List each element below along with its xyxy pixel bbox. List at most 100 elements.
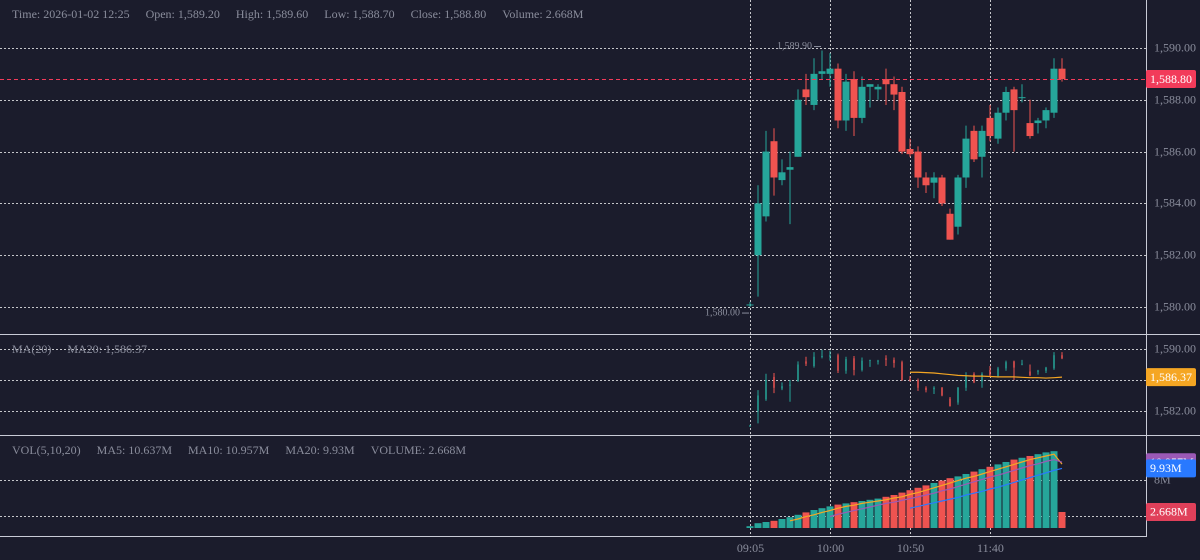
candle-body bbox=[874, 86, 882, 90]
y-tick-label: 1,582.00 bbox=[1154, 403, 1196, 417]
candle-body bbox=[826, 68, 834, 74]
overview-candle-body bbox=[925, 387, 927, 391]
overview-candle-body bbox=[1037, 370, 1039, 372]
volume-bar bbox=[802, 512, 810, 528]
volume-bar bbox=[842, 503, 850, 528]
overview-candle-body bbox=[981, 373, 983, 382]
header-field: Close: 1,588.80 bbox=[411, 7, 487, 21]
annotation-label: 1,580.00 bbox=[705, 307, 740, 318]
candle-body bbox=[802, 89, 810, 98]
overview-candle-body bbox=[765, 380, 767, 400]
overview-candle-body bbox=[965, 376, 967, 388]
candle-body bbox=[842, 81, 850, 121]
candle-body bbox=[930, 177, 938, 183]
overview-candle-body bbox=[949, 398, 951, 407]
volume-bar bbox=[954, 476, 962, 528]
candle-body bbox=[1002, 91, 1010, 113]
candle-body bbox=[834, 68, 842, 121]
candle-body bbox=[818, 71, 826, 74]
plot bbox=[0, 50, 1146, 528]
volume-bar bbox=[810, 509, 818, 528]
overview-candle-body bbox=[869, 359, 871, 361]
candle-body bbox=[746, 304, 754, 306]
volume-bar bbox=[986, 466, 994, 528]
y-tick-label: 1,580.00 bbox=[1154, 299, 1196, 313]
legend-entry: MA5: 10.637M bbox=[97, 443, 173, 457]
price-tag-label: 1,586.37 bbox=[1150, 370, 1192, 384]
overview-candle-body bbox=[1053, 355, 1055, 369]
candle-body bbox=[906, 148, 914, 155]
overview-candle-body bbox=[837, 355, 839, 371]
volume-bar bbox=[938, 480, 946, 528]
volume-bar bbox=[962, 473, 970, 528]
y-tick-label: 1,590.00 bbox=[1154, 40, 1196, 54]
x-tick-label: 11:40 bbox=[977, 541, 1004, 555]
candle-body bbox=[970, 130, 978, 160]
candle-body bbox=[1050, 68, 1058, 113]
price-tag-label: 1,588.80 bbox=[1150, 72, 1192, 86]
overview-candle-body bbox=[917, 380, 919, 388]
y-tick-label: 1,584.00 bbox=[1154, 195, 1196, 209]
volume-bar bbox=[922, 485, 930, 528]
volume-bar bbox=[1018, 457, 1026, 528]
volume-bar bbox=[778, 518, 786, 528]
candle-body bbox=[1018, 97, 1026, 99]
volume-bar bbox=[946, 478, 954, 528]
overview-candle-body bbox=[789, 384, 791, 386]
legend-entry: MA20: 1,586.37 bbox=[67, 342, 147, 356]
candle-body bbox=[962, 138, 970, 178]
overview-candle-body bbox=[781, 386, 783, 389]
volume-bar bbox=[794, 514, 802, 528]
overview-candle-body bbox=[773, 376, 775, 388]
volume-bar bbox=[850, 502, 858, 528]
overview-candle-body bbox=[853, 358, 855, 370]
candle-body bbox=[914, 151, 922, 178]
volume-bar bbox=[866, 499, 874, 528]
ma-line bbox=[910, 371, 1063, 379]
volume-bar bbox=[834, 504, 842, 528]
overview-candle-body bbox=[885, 358, 887, 360]
candle-body bbox=[754, 203, 762, 256]
volume-bar bbox=[874, 498, 882, 528]
legend-label: MA(20) bbox=[12, 342, 51, 356]
candle-body bbox=[882, 79, 890, 85]
labels: Time: 2026-01-02 12:25 Open: 1,589.20 High… bbox=[12, 7, 1196, 555]
legend-entry: MA20: 9.93M bbox=[285, 443, 355, 457]
volume-bar bbox=[746, 526, 754, 528]
overview-candle-body bbox=[813, 356, 815, 367]
candle-body bbox=[890, 84, 898, 95]
overview-candle-body bbox=[1045, 367, 1047, 371]
header-field: Low: 1,588.70 bbox=[324, 7, 394, 21]
candle-body bbox=[986, 117, 994, 137]
candle-body bbox=[978, 130, 986, 157]
volume-bar bbox=[930, 482, 938, 528]
volume-bar bbox=[1034, 454, 1042, 528]
candle-body bbox=[1042, 110, 1050, 121]
y-tick-label: 1,590.00 bbox=[1154, 341, 1196, 355]
grid bbox=[0, 0, 1146, 537]
header-field: Time: 2026-01-02 12:25 bbox=[12, 7, 130, 21]
price-tag bbox=[1146, 459, 1196, 478]
overview-candle-body bbox=[941, 387, 943, 396]
candle-body bbox=[762, 151, 770, 217]
overview-candle-body bbox=[901, 362, 903, 381]
annotation-label: 1,589.90 bbox=[777, 41, 812, 52]
legend-label: VOL(5,10,20) bbox=[12, 443, 81, 457]
candle-body bbox=[858, 86, 866, 118]
y-tick-label: 1,588.00 bbox=[1154, 92, 1196, 106]
overview-candle-body bbox=[877, 360, 879, 362]
candle-body bbox=[770, 141, 778, 178]
candle-body bbox=[1058, 68, 1066, 80]
overview-candle-body bbox=[997, 368, 999, 377]
volume-bar bbox=[914, 487, 922, 528]
candle-body bbox=[1034, 120, 1042, 124]
volume-bar bbox=[978, 469, 986, 528]
price-tag bbox=[1146, 368, 1196, 387]
volume-bar bbox=[1026, 455, 1034, 528]
volume-bar bbox=[818, 508, 826, 528]
overview-candle-body bbox=[989, 369, 991, 376]
x-tick-label: 10:50 bbox=[897, 541, 924, 555]
overview-candle-body bbox=[1013, 361, 1015, 368]
overview-candle-body bbox=[909, 379, 911, 381]
